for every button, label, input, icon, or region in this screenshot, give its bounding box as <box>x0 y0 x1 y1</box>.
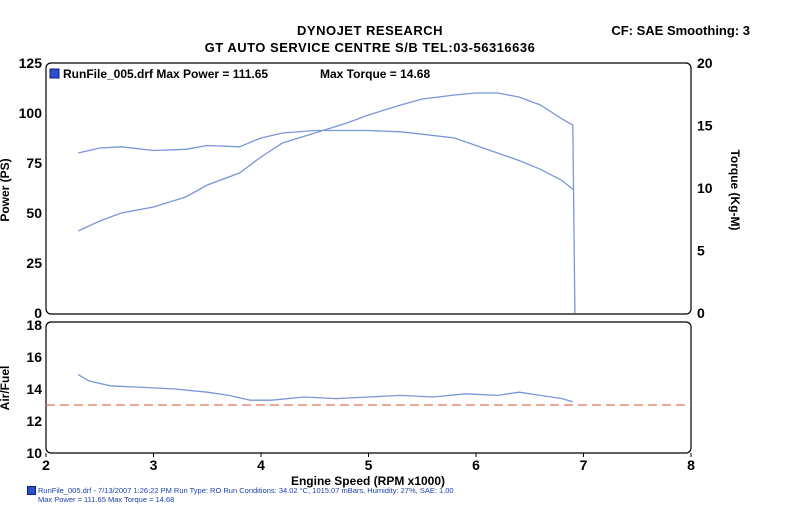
y-tick-label-torque: 0 <box>697 305 705 321</box>
power-torque-panel <box>45 62 692 315</box>
x-tick-label: 2 <box>42 457 50 473</box>
y-tick-label-airfuel: 10 <box>26 445 42 461</box>
chart-marks: 2 3 4 5 6 7 8 0 25 50 75 100 125 0 5 10 15 20 10 12 14 16 18 <box>19 55 713 473</box>
y-axis-label-power: Power (PS) <box>0 158 12 221</box>
y-tick-label-torque: 15 <box>697 118 713 134</box>
y-tick-label-torque: 10 <box>697 180 713 196</box>
y-tick-label-power: 0 <box>34 305 42 321</box>
y-axis-label-torque: Torque (Kg-M) <box>728 149 742 230</box>
y-tick-label-airfuel: 18 <box>26 317 42 333</box>
x-tick-label: 3 <box>150 457 158 473</box>
footer-run-info: RunFile_005.drf - 7/13/2007 1:26:22 PM R… <box>38 486 454 495</box>
y-tick-label-airfuel: 12 <box>26 413 42 429</box>
y-tick-label-power: 100 <box>19 105 43 121</box>
x-tick-label: 8 <box>687 457 695 473</box>
y-tick-label-power: 25 <box>26 255 42 271</box>
footer-legend-square-icon <box>27 486 36 495</box>
correction-factor-info: CF: SAE Smoothing: 3 <box>611 23 750 38</box>
chart-subtitle: GT AUTO SERVICE CENTRE S/B TEL:03-563166… <box>204 40 536 55</box>
series-line-power <box>77 92 576 314</box>
series-line-torque <box>78 129 574 190</box>
chart-title: DYNOJET RESEARCH <box>297 23 443 38</box>
y-tick-label-power: 75 <box>26 155 42 171</box>
legend-run-text: RunFile_005.drf Max Power = 111.65 <box>63 67 268 81</box>
x-tick-label: 6 <box>472 457 480 473</box>
legend-square-icon <box>49 68 60 79</box>
y-tick-label-airfuel: 16 <box>26 349 42 365</box>
legend-torque-text: Max Torque = 14.68 <box>320 67 430 81</box>
y-tick-label-airfuel: 14 <box>26 381 42 397</box>
x-axis-label: Engine Speed (RPM x1000) <box>291 474 445 488</box>
x-tick-label: 7 <box>580 457 588 473</box>
y-tick-label-power: 50 <box>26 205 42 221</box>
x-tick-label: 4 <box>257 457 265 473</box>
series-line-airfuel <box>77 374 573 403</box>
y-tick-label-torque: 20 <box>697 55 713 71</box>
x-tick-label: 5 <box>365 457 373 473</box>
footer-max-values: Max Power = 111.65 Max Torque = 14.68 <box>38 495 175 504</box>
y-tick-label-power: 125 <box>19 55 43 71</box>
y-tick-label-torque: 5 <box>697 243 705 259</box>
y-axis-label-airfuel: Air/Fuel <box>0 366 12 411</box>
